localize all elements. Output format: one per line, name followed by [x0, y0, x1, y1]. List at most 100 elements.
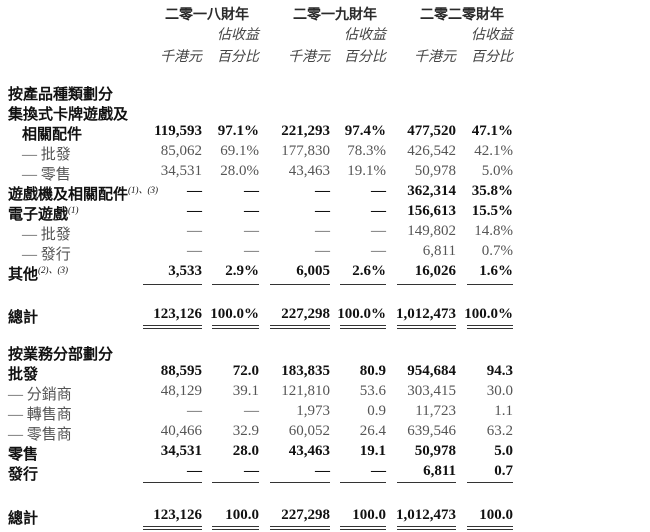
- row-value: 28.0: [232, 443, 259, 459]
- table-row: — 零售商 40,466 32.9 60,052 26.4 639,546 63.2: [0, 423, 650, 443]
- table-row: — 發行 — — — — 6,811 0.7%: [0, 243, 650, 263]
- row-label: 電子遊戲(1): [8, 203, 79, 224]
- footnote-ref: (1): [68, 205, 79, 215]
- row-value: 1.1: [494, 403, 513, 419]
- row-value: 94.3: [486, 363, 513, 379]
- double-underline: [397, 526, 456, 530]
- row-value: 149,802: [407, 223, 456, 239]
- total-value: 227,298: [281, 507, 330, 523]
- unit-header: 千港元: [414, 50, 456, 65]
- total-value: 100.0%: [464, 306, 513, 322]
- pct-header-line1: 佔收益: [217, 28, 259, 43]
- row-label-text: 相關配件: [22, 127, 83, 143]
- total-row: 總計 123,126 100.0% 227,298 100.0% 1,012,473 100…: [0, 306, 650, 326]
- row-label-text: 零售: [8, 447, 39, 463]
- row-value: 477,520: [407, 123, 456, 139]
- pct-header-line1: 佔收益: [344, 28, 386, 43]
- row-value: 6,811: [423, 463, 456, 479]
- pct-header-line2: 百分比: [471, 50, 513, 65]
- row-value: 50,978: [414, 163, 456, 179]
- double-underline: [467, 526, 513, 530]
- table-row: — 批發 — — — — 149,802 14.8%: [0, 223, 650, 243]
- row-value: —: [371, 203, 386, 219]
- total-value: 100.0%: [337, 306, 386, 322]
- row-label-text: — 批發: [22, 227, 71, 243]
- row-label: 發行: [8, 463, 38, 484]
- row-value: 19.1%: [347, 163, 386, 179]
- double-underline: [340, 325, 386, 329]
- row-label-text: — 轉售商: [8, 407, 72, 423]
- row-value: 0.7: [494, 463, 513, 479]
- section-title: 按業務分部劃分: [0, 343, 650, 363]
- double-underline: [397, 325, 456, 329]
- subtotal-rule: [143, 482, 202, 483]
- row-value: 88,595: [160, 363, 202, 379]
- double-underline: [212, 526, 259, 530]
- subtotal-rule: [340, 482, 386, 483]
- table-row: 遊戲機及相關配件(1)、(3) — — — — 362,314 35.8%: [0, 183, 650, 203]
- row-value: —: [244, 463, 259, 479]
- total-value: 123,126: [153, 507, 202, 523]
- row-value: 1,973: [296, 403, 330, 419]
- row-label: — 轉售商: [8, 403, 72, 424]
- row-value: 26.4: [359, 423, 386, 439]
- row-value: 5.0%: [481, 163, 513, 179]
- table-row: — 轉售商 — — 1,973 0.9 11,723 1.1: [0, 403, 650, 423]
- row-value: 6,811: [422, 243, 456, 259]
- row-value: 35.8%: [471, 183, 513, 199]
- section-title-text: 按產品種類劃分: [8, 87, 114, 103]
- row-value: —: [371, 183, 386, 199]
- row-label: — 發行: [22, 243, 71, 264]
- row-value: —: [187, 223, 202, 239]
- double-underline: [143, 325, 202, 329]
- year-header-2019: 二零一九財年: [293, 8, 377, 23]
- row-value: 69.1%: [220, 143, 259, 159]
- total-value: 123,126: [153, 306, 202, 322]
- unit-header: 千港元: [160, 50, 202, 65]
- row-label-text: — 發行: [22, 247, 71, 263]
- row-label-text: — 分銷商: [8, 387, 72, 403]
- table-row: 相關配件 119,593 97.1% 221,293 97.4% 477,520 47.1%: [0, 123, 650, 143]
- row-value: 48,129: [160, 383, 202, 399]
- row-label: — 批發: [22, 223, 71, 244]
- row-value: 121,810: [281, 383, 330, 399]
- double-underline: [143, 526, 202, 530]
- section-title-text: 按業務分部劃分: [8, 347, 114, 363]
- row-value: 639,546: [407, 423, 456, 439]
- table-row: 電子遊戲(1) — — — — 156,613 15.5%: [0, 203, 650, 223]
- year-header-2018: 二零一八財年: [165, 8, 249, 23]
- row-value: —: [315, 183, 330, 199]
- row-value: 2.6%: [352, 263, 386, 279]
- row-value: 42.1%: [474, 143, 513, 159]
- row-label: 相關配件: [22, 123, 82, 144]
- row-label: 集換式卡牌遊戲及: [8, 103, 128, 124]
- row-label: 遊戲機及相關配件(1)、(3): [8, 183, 158, 204]
- double-underline: [270, 325, 330, 329]
- subtotal-rule: [270, 284, 330, 285]
- subtotal-rule: [467, 284, 513, 285]
- row-value: 72.0: [232, 363, 259, 379]
- double-underline: [212, 325, 259, 329]
- total-label: 總計: [8, 511, 39, 527]
- row-label-text: 電子遊戲: [8, 207, 69, 223]
- total-value: 1,012,473: [396, 507, 456, 523]
- row-value: —: [244, 243, 259, 259]
- row-value: 954,684: [407, 363, 456, 379]
- row-label-text: 集換式卡牌遊戲及: [8, 107, 129, 123]
- row-value: 119,593: [154, 123, 202, 139]
- subtotal-rule: [212, 482, 259, 483]
- row-value: 5.0: [494, 443, 513, 459]
- row-value: —: [244, 223, 259, 239]
- row-label: 批發: [8, 363, 38, 384]
- total-value: 227,298: [281, 306, 330, 322]
- subtotal-rule: [397, 482, 456, 483]
- row-value: —: [315, 223, 330, 239]
- table-row: 其他(2)、(3) 3,533 2.9% 6,005 2.6% 16,026 1.6%: [0, 263, 650, 283]
- row-value: 15.5%: [471, 203, 513, 219]
- row-value: 2.9%: [225, 263, 259, 279]
- subtotal-rule: [467, 482, 513, 483]
- row-value: 78.3%: [347, 143, 386, 159]
- row-value: —: [187, 403, 202, 419]
- row-value: —: [371, 223, 386, 239]
